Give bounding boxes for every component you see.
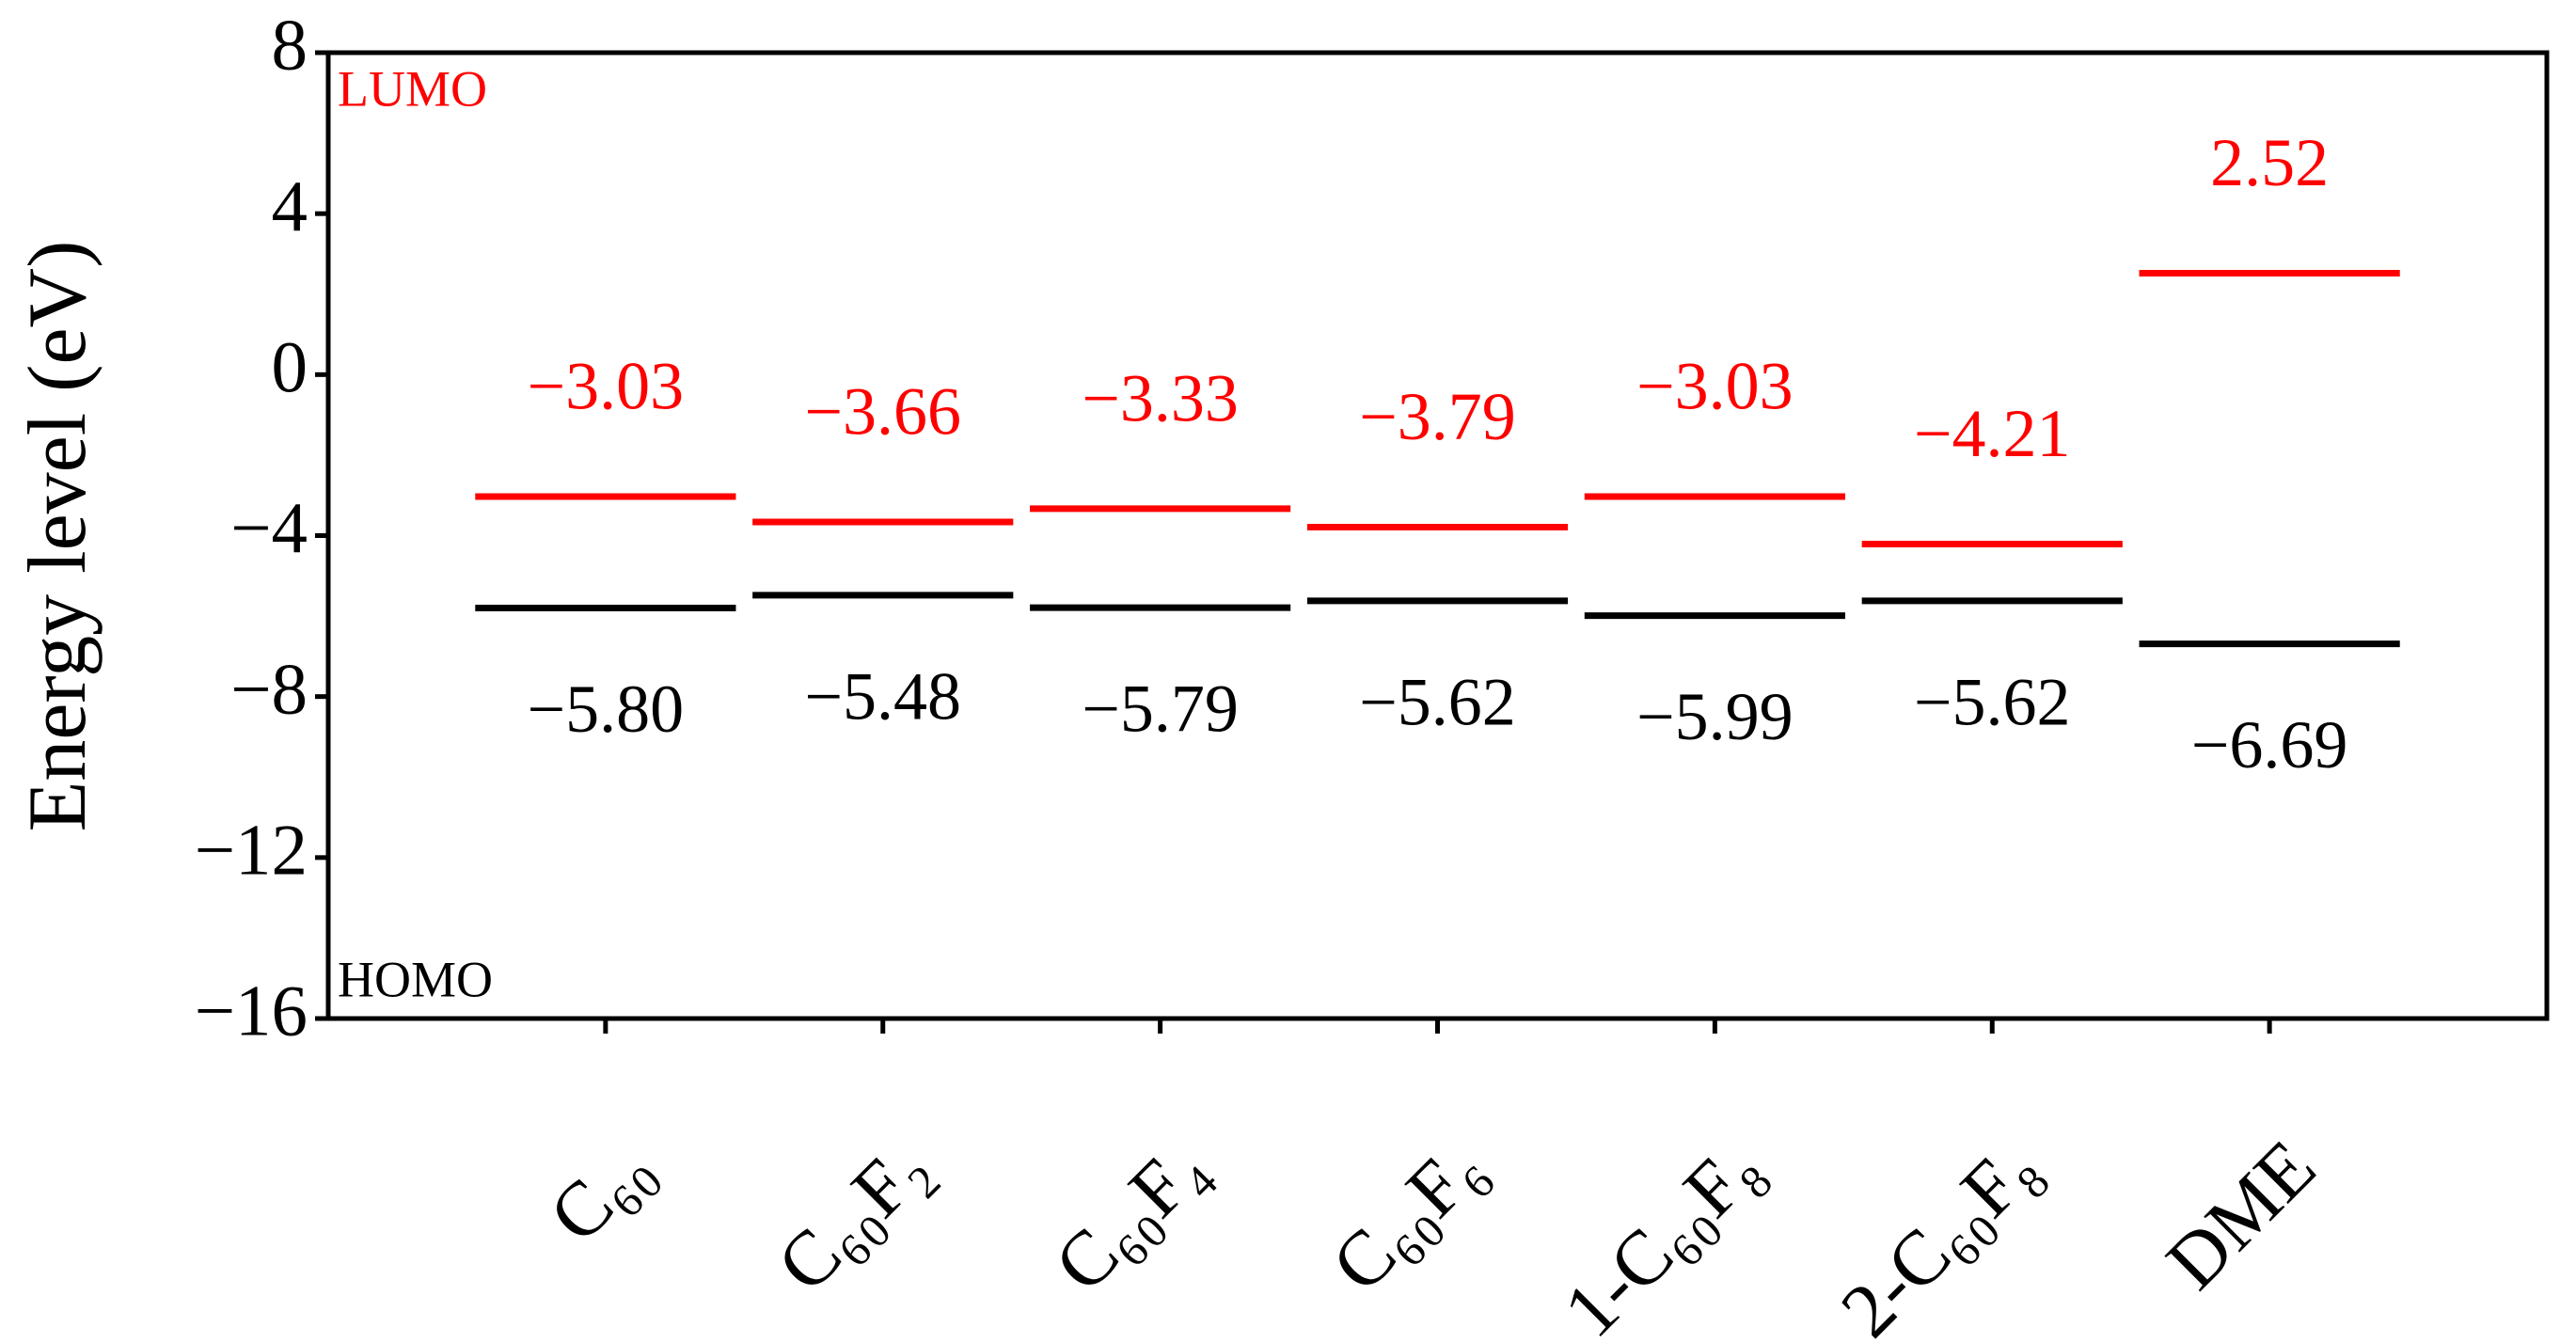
y-tick-label: 4 [272, 166, 308, 246]
x-tick-label: C₆₀F₂ [761, 1124, 945, 1308]
value-label: −4.21 [1914, 396, 2071, 471]
value-label: 2.52 [2210, 125, 2329, 200]
x-tick-label: 2-C₆₀F₈ [1825, 1124, 2054, 1343]
y-axis-title: Energy level (eV) [12, 241, 103, 832]
x-tick-label: C₆₀ [532, 1124, 667, 1258]
x-tick-label: DME [2150, 1124, 2331, 1305]
value-label: −3.03 [1636, 349, 1794, 424]
value-label: −5.62 [1914, 664, 2071, 739]
legend-label: LUMO [338, 60, 487, 117]
legend-label: HOMO [338, 951, 493, 1007]
y-tick-label: −16 [195, 971, 308, 1051]
value-label: −5.79 [1082, 672, 1239, 747]
value-label: −5.62 [1359, 664, 1516, 739]
y-tick-label: 0 [272, 326, 308, 407]
value-label: −6.69 [2191, 707, 2348, 782]
y-tick-label: −8 [230, 648, 308, 729]
x-tick-label: 1-C₆₀F₈ [1547, 1124, 1777, 1343]
value-label: −5.48 [804, 658, 961, 734]
y-tick-label: −12 [195, 810, 308, 891]
value-label: −5.99 [1636, 679, 1794, 754]
y-tick-label: 8 [272, 5, 308, 86]
value-label: −3.66 [804, 373, 961, 449]
value-label: −3.79 [1359, 379, 1516, 454]
x-tick-label: C₆₀F₄ [1038, 1124, 1223, 1308]
y-tick-label: −4 [230, 487, 308, 568]
value-label: −3.03 [528, 349, 685, 424]
x-tick-label: C₆₀F₆ [1316, 1124, 1500, 1308]
value-label: −5.80 [528, 672, 685, 747]
value-label: −3.33 [1082, 360, 1239, 435]
